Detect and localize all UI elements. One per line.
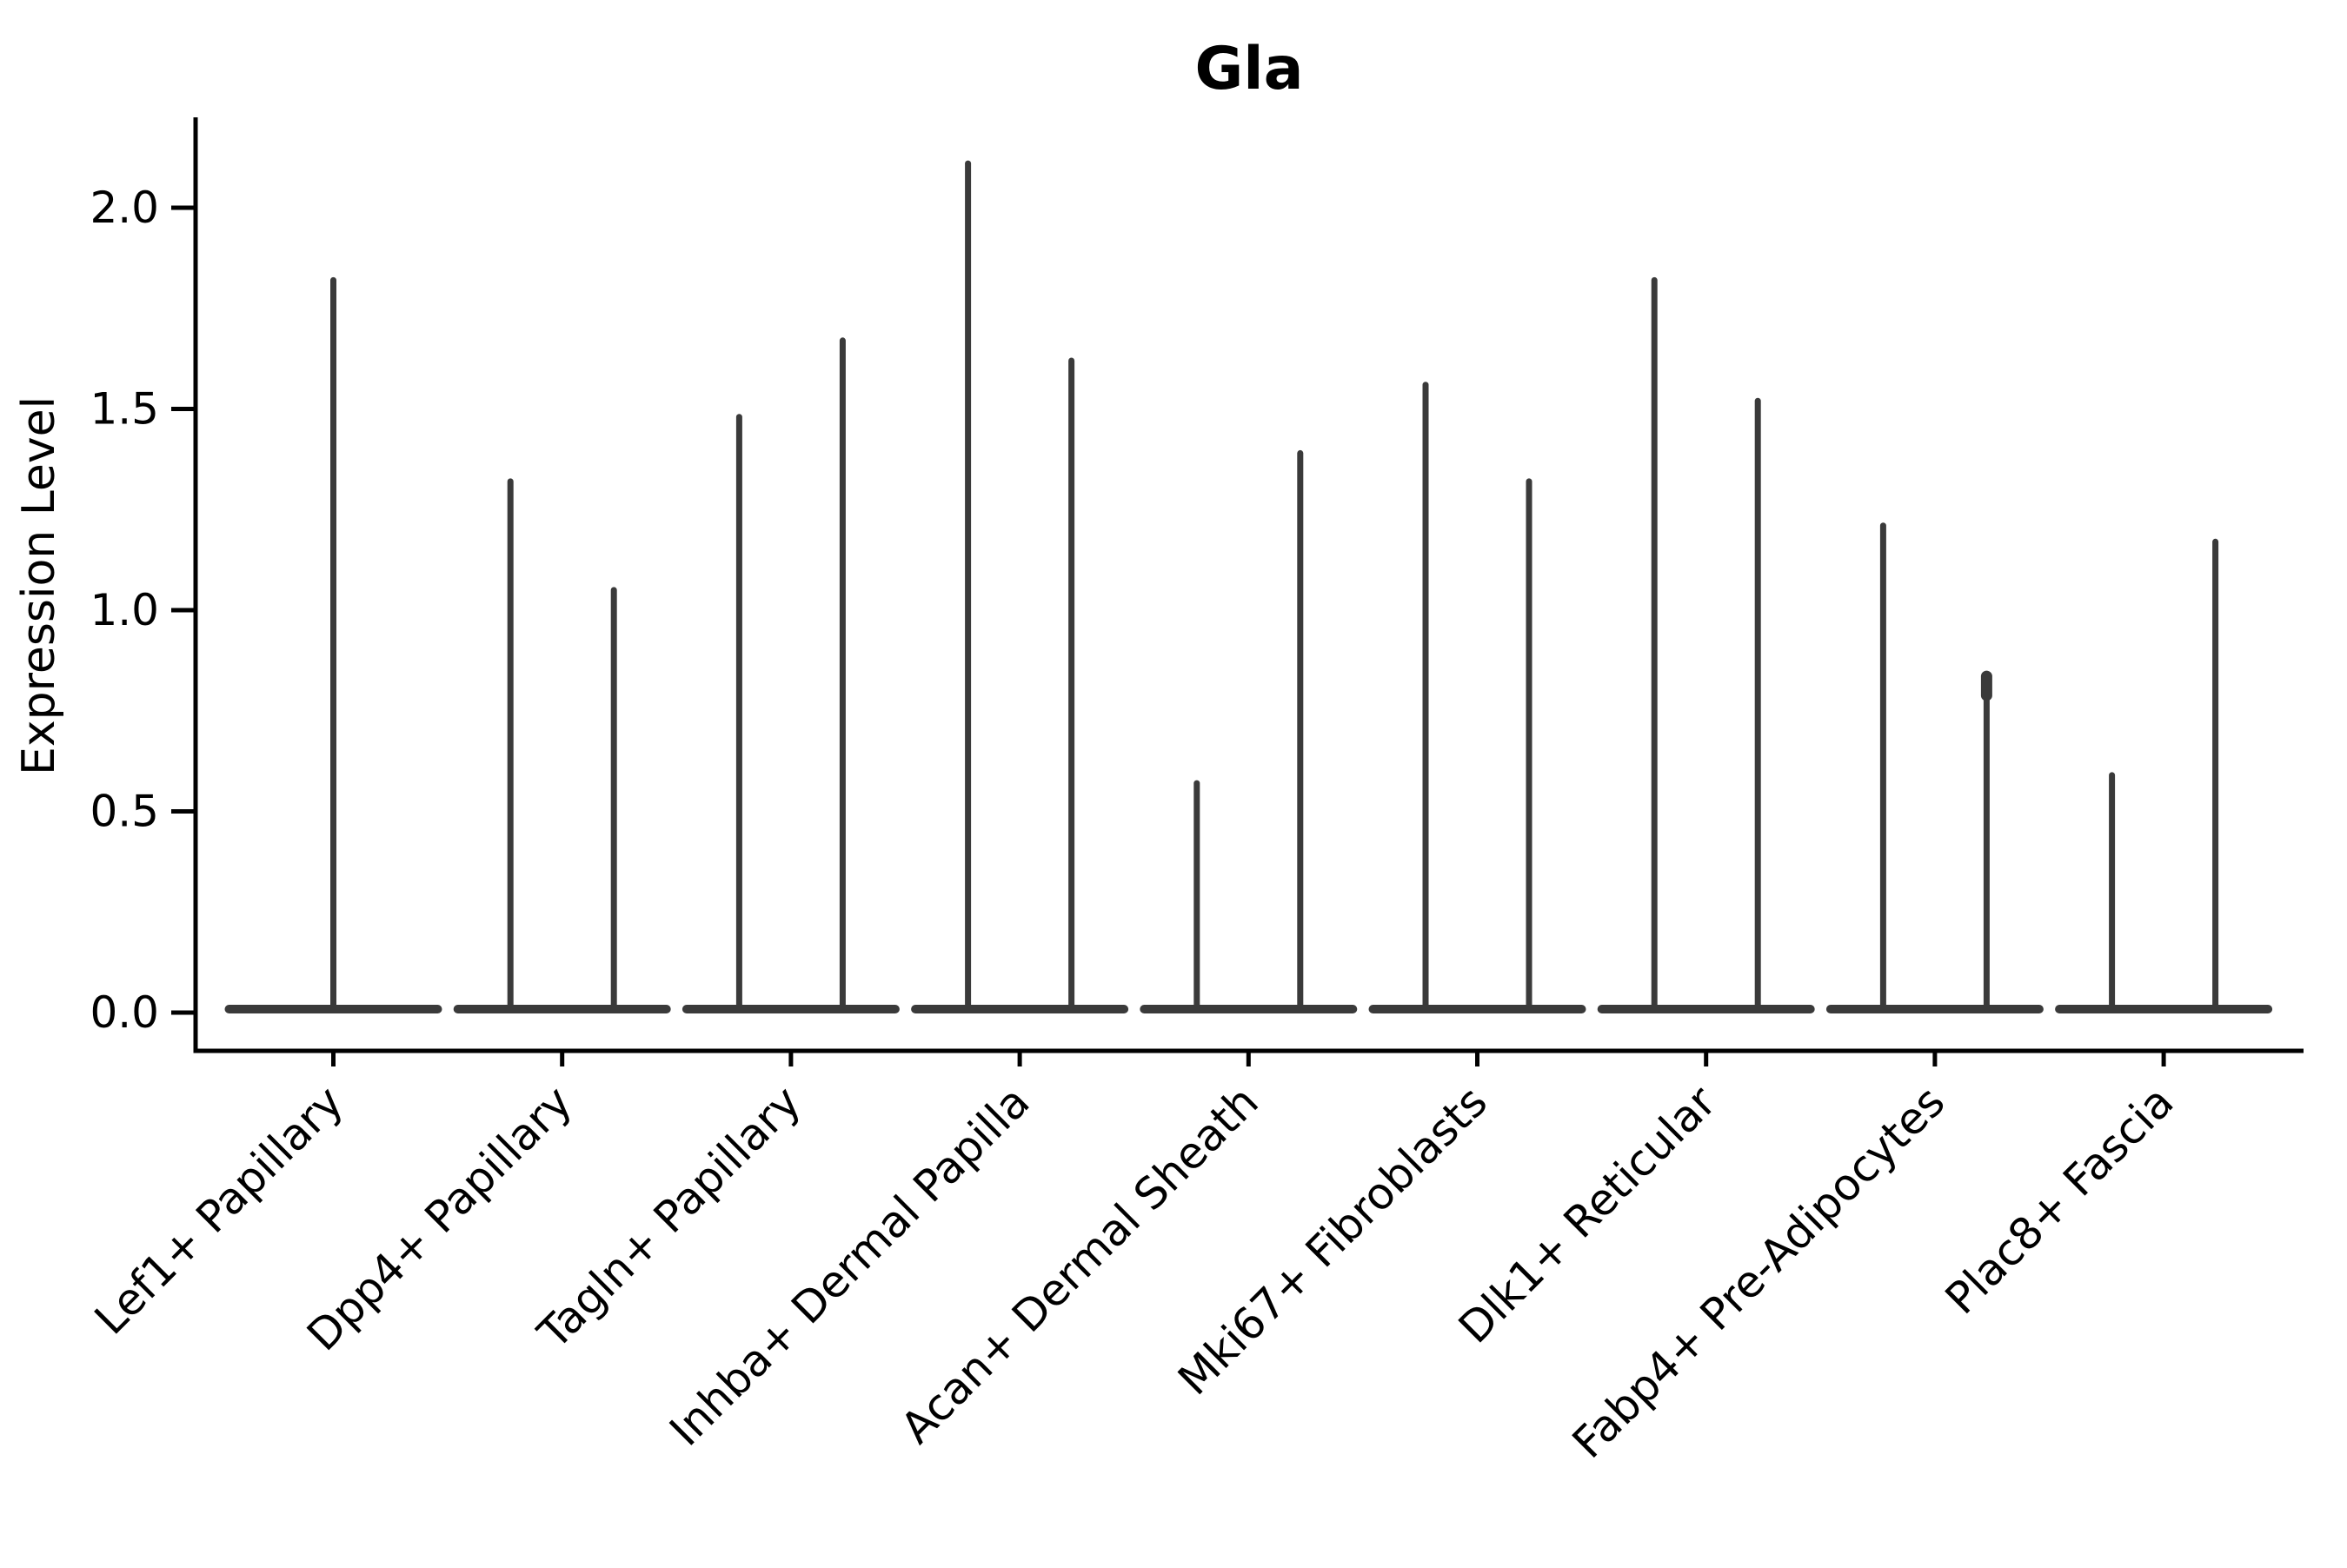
y-tick-label: 0.5 [90, 787, 159, 837]
chart-title: Gla [1194, 35, 1303, 103]
x-tick-label: Fabp4+ Pre-Adipocytes [1563, 1076, 1955, 1468]
violin [1597, 276, 1815, 1013]
y-tick-label: 2.0 [90, 183, 159, 233]
violin [911, 160, 1129, 1013]
violin [681, 337, 900, 1013]
violin [224, 276, 442, 1013]
violin [2055, 538, 2273, 1013]
violin [1825, 522, 2044, 1013]
x-tick-label: Plac8+ Fascia [1936, 1076, 2184, 1324]
violin [453, 478, 671, 1013]
y-tick-label: 1.5 [90, 384, 159, 435]
y-tick-label: 1.0 [90, 585, 159, 635]
violin [1368, 382, 1586, 1013]
y-axis-label: Expression Level [13, 396, 65, 775]
violins-group [224, 160, 2273, 1013]
y-tick-label: 0.0 [90, 987, 159, 1038]
violin [1140, 449, 1358, 1013]
x-tick-label: Lef1+ Papillary [85, 1076, 353, 1344]
